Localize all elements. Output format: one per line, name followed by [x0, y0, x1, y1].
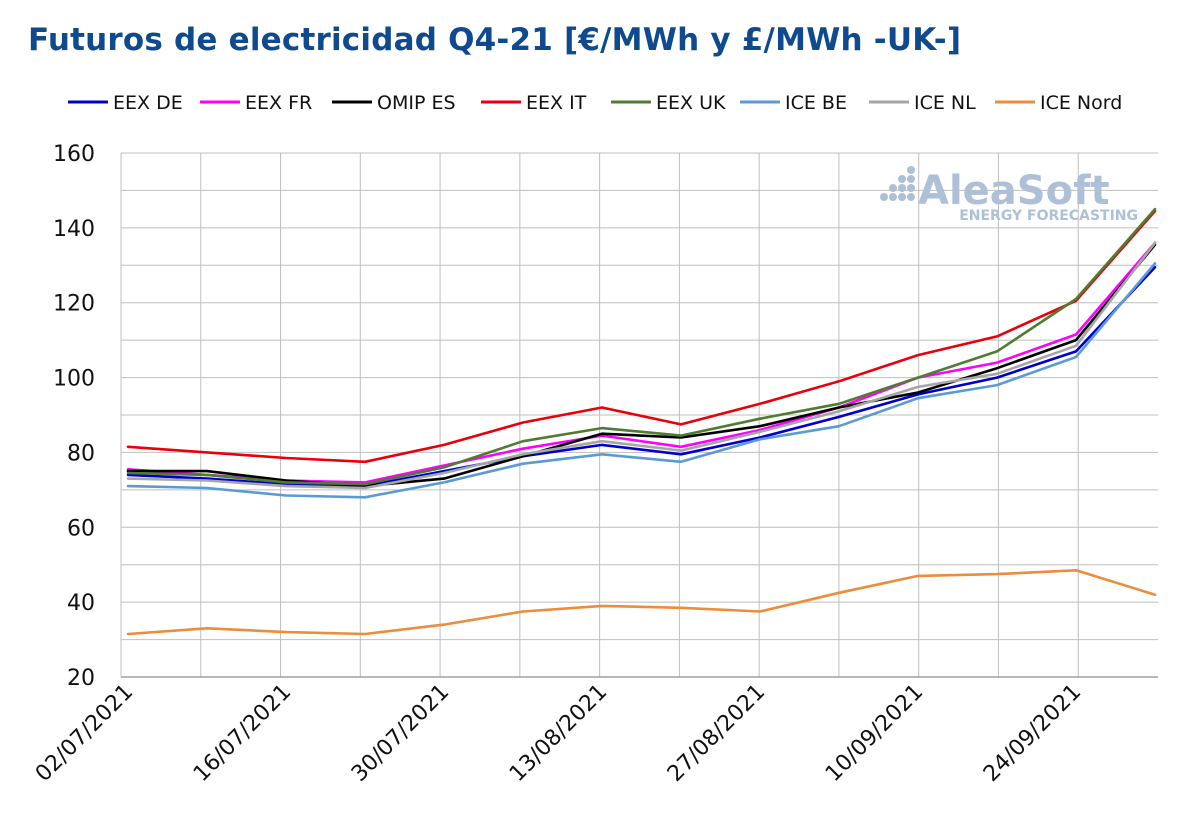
series-line-eex-it [126, 209, 1157, 464]
watermark-brand: AleaSoft [918, 168, 1110, 214]
series-line-ice-nl [126, 241, 1157, 490]
y-tick-label: 120 [53, 292, 95, 317]
legend-label: OMIP ES [377, 92, 456, 114]
y-tick-label: 160 [53, 142, 95, 167]
legend-label: EEX DE [113, 92, 183, 114]
legend-label: ICE Nord [1040, 92, 1122, 114]
x-tick-label: 16/07/2021 [189, 680, 296, 787]
logo-dot [898, 175, 906, 183]
y-tick-label: 100 [53, 367, 95, 392]
logo-dot [907, 184, 915, 192]
logo-dot [898, 184, 906, 192]
watermark-logo: AleaSoft ENERGY FORECASTING [880, 166, 1138, 224]
logo-dot [898, 193, 906, 201]
series-lines [126, 207, 1157, 636]
logo-dot [907, 175, 915, 183]
x-tick-label: 13/08/2021 [505, 680, 612, 787]
logo-dot [907, 193, 915, 201]
logo-dot [889, 193, 897, 201]
legend-label: EEX UK [656, 92, 726, 114]
watermark-tagline: ENERGY FORECASTING [959, 208, 1138, 224]
series-line-eex-uk [126, 207, 1157, 486]
legend-label: EEX FR [245, 92, 312, 114]
series-line-eex-de [126, 265, 1157, 488]
legend-label: EEX IT [526, 92, 587, 114]
series-line-ice-nord [126, 568, 1157, 636]
x-tick-label: 30/07/2021 [347, 680, 454, 787]
logo-dot [889, 184, 897, 192]
logo-dot [907, 166, 915, 174]
legend-label: ICE BE [785, 92, 847, 114]
y-tick-label: 60 [67, 516, 95, 541]
chart-title: Futuros de electricidad Q4-21 [€/MWh y £… [28, 22, 962, 58]
legend-label: ICE NL [914, 92, 976, 114]
y-tick-label: 40 [67, 591, 95, 616]
y-tick-label: 80 [67, 441, 95, 466]
aleasoft-logo-icon [880, 166, 915, 201]
logo-dot [880, 193, 888, 201]
x-tick-label: 27/08/2021 [663, 680, 770, 787]
x-tick-label: 10/09/2021 [821, 680, 928, 787]
x-tick-label: 24/09/2021 [979, 680, 1086, 787]
x-tick-label: 02/07/2021 [31, 680, 138, 787]
legend: EEX DE EEX FR OMIP ES EEX IT EEX UK ICE BE ICE… [68, 92, 1122, 114]
y-tick-label: 20 [67, 666, 95, 691]
series-line-ice-be [126, 262, 1157, 499]
y-tick-label: 140 [53, 217, 95, 242]
